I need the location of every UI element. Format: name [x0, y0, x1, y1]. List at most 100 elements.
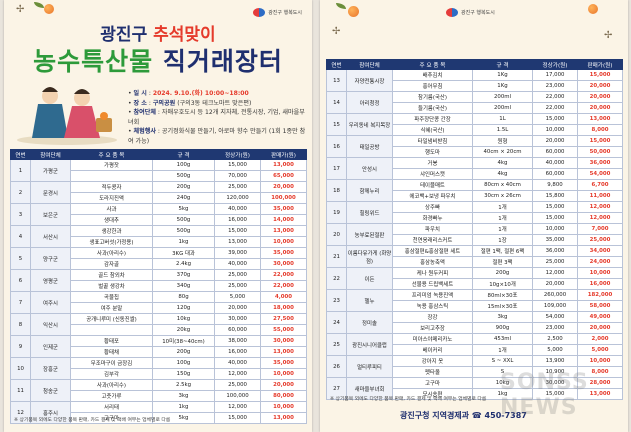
header-spec: 규 격 [472, 59, 533, 70]
row-regular-price: 15,000 [214, 412, 261, 424]
row-organization: 태일공방 [346, 135, 393, 158]
row-item: 생표고버섯(가정용) [70, 236, 153, 248]
header-org: 참여단체 [30, 149, 71, 160]
row-sale-price: 20,000 [260, 181, 307, 193]
table-row: 10 장흥군 무조마구이 금장김 100g 40,000 35,000 [10, 357, 307, 380]
row-number: 20 [326, 223, 347, 246]
row-spec: 1개 [472, 223, 533, 235]
logo-mark-icon [446, 8, 458, 17]
table-row: 22 이든 케나 원두커피 200g 12,000 10,000 [326, 267, 623, 290]
row-number: 15 [326, 113, 347, 136]
row-item: 행도마 [392, 146, 473, 158]
table-row: 24 정미솔 장강 3kg 54,000 49,000 [326, 311, 623, 334]
row-spec: 15ml×30포 [472, 300, 533, 312]
row-sale-price: 20,000 [577, 322, 623, 334]
row-item: 고구마 [70, 412, 153, 424]
row-number: 3 [10, 203, 31, 226]
row-number: 23 [326, 289, 347, 312]
district-logo: 광진구 행복도시 [253, 8, 302, 17]
row-item: 무조마구이 금장김 [70, 357, 153, 369]
row-sale-price: 6,700 [577, 179, 623, 191]
row-number: 18 [326, 179, 347, 202]
table-row: 고춧가루 3kg 100,000 80,000 [11, 390, 307, 402]
row-organization: 안성시 [346, 157, 393, 180]
info-events: • 체험행사 : 공기정화식물 만들기, 아로마 향수 만들기 (1회 1종만 … [128, 128, 306, 145]
row-sale-price: 24,000 [577, 256, 623, 268]
row-item: 고춧가루 [70, 390, 153, 402]
row-regular-price: 40,000 [532, 157, 578, 169]
table-row: 5 양구군 사과(아리수) 3KG 대과 39,000 35,000 [10, 247, 307, 270]
row-number: 10 [10, 357, 31, 380]
row-sale-price: 182,000 [577, 289, 623, 301]
district-logo: 광진구 행복도시 [446, 8, 495, 17]
row-regular-price: 40,000 [214, 357, 261, 369]
row-regular-price: 100,000 [214, 390, 261, 402]
row-regular-price: 15,000 [532, 201, 578, 213]
persimmon-decoration [348, 6, 359, 17]
row-sale-price: 20,000 [260, 379, 307, 391]
table-row: 20kg 60,000 55,000 [11, 324, 307, 336]
row-regular-price: 40,000 [214, 258, 261, 270]
row-item: 파주장단콩 간장 [392, 113, 473, 125]
row-spec: 절편 1팩, 절편 6팩 [472, 245, 533, 257]
row-spec: 200ml [472, 102, 533, 114]
footer-contact: 광진구청 지역경제과 ☎ 450-7387 [400, 411, 527, 420]
header-regular-price: 정상가(원) [532, 59, 578, 70]
row-regular-price: 15,000 [214, 225, 261, 237]
row-spec: 1kg [152, 401, 215, 413]
table-row: 21 이룸다유가게 (화양점) 홍삼절편&홍삼절편 세트 절편 1팩, 절편 6팩 36… [326, 245, 623, 268]
row-spec: 500g [152, 225, 215, 237]
row-regular-price: 260,000 [532, 289, 578, 301]
row-spec: 5kg [152, 412, 215, 424]
row-sale-price: 25,000 [577, 234, 623, 246]
row-spec: 340g [152, 280, 215, 292]
event-info: • 일 시 : 2024. 9.10.(화) 10:00~18:00 • 장 소… [128, 89, 308, 146]
row-spec: 500g [152, 170, 215, 182]
row-number: 13 [326, 69, 347, 92]
row-spec: 2.4kg [152, 258, 215, 270]
table-row: 홍어무침 1Kg 23,000 20,000 [327, 80, 623, 92]
table-row: 15 우리동네 복지목장 파주장단콩 간장 1L 15,000 13,000 [326, 113, 623, 136]
row-regular-price: 5,000 [214, 291, 261, 303]
row-regular-price: 13,000 [214, 236, 261, 248]
table-row: 8 익산시 공개니루미 (신동진쌀) 10kg 30,000 27,500 [10, 313, 307, 336]
row-spec: 1Kg [472, 80, 533, 92]
row-item: 배추김치 [392, 69, 473, 81]
row-sale-price: 30,000 [260, 335, 307, 347]
row-sale-price: 15,000 [577, 69, 623, 81]
row-spec: 200g [152, 346, 215, 358]
table-row: 벌꿀 생강차 340g 25,000 22,000 [11, 280, 307, 292]
row-number: 1 [10, 159, 31, 182]
row-spec: 80ml×30포 [472, 289, 533, 301]
table-row: 19 힐링위드 상주빠 1개 15,000 12,000 [326, 201, 623, 224]
persimmon-decoration [588, 4, 598, 14]
header-item: 주 요 품 목 [70, 149, 153, 160]
poster-right-page: ✢ ✢ 광진구 행복도시 연번 참여단체 주 요 품 목 규 격 정상가(원) … [320, 0, 628, 432]
row-item: 서리태 [70, 401, 153, 413]
row-sale-price: 65,000 [260, 170, 307, 182]
row-sale-price: 30,000 [260, 258, 307, 270]
table-row: 13 자양전통시장 배추김치 1Kg 17,000 15,000 [326, 69, 623, 92]
row-sale-price: 27,500 [260, 313, 307, 325]
row-sale-price: 13,000 [260, 225, 307, 237]
dragonfly-icon: ✢ [16, 4, 25, 15]
row-organization: 농부료된절판 [346, 223, 393, 246]
row-number: 19 [326, 201, 347, 224]
row-spec: 80cm x 40cm [472, 179, 533, 191]
header-spec: 규 격 [152, 149, 215, 160]
table-row: 18 함께누리 테이블매트 80cm x 40cm 9,800 6,700 [326, 179, 623, 202]
row-sale-price: 10,000 [260, 368, 307, 380]
row-regular-price: 12,000 [532, 267, 578, 279]
table-body-left: 1 가평군 가평잣 100g 15,000 13,000 500g 70,000 65,000 2… [10, 159, 307, 424]
row-organization: 문경시 [30, 181, 71, 204]
row-item: 베이커리 [392, 344, 473, 356]
row-regular-price: 22,000 [532, 91, 578, 103]
row-sale-price: 8,000 [577, 124, 623, 136]
table-row: 14 아리청정 참기름(국산) 200ml 22,000 20,000 [326, 91, 623, 114]
table-row: 7 여주시 곡물칩 80g 5,000 4,000 [10, 291, 307, 314]
poster-title-line2: 농수특산물 직거래장터 [4, 42, 312, 78]
table-row: 6 영평군 골드 참외차 370g 25,000 22,000 [10, 269, 307, 292]
logo-text: 광진구 행복도시 [461, 9, 495, 16]
table-row: 행도마 40cm × 20cm 60,000 50,000 [327, 146, 623, 158]
